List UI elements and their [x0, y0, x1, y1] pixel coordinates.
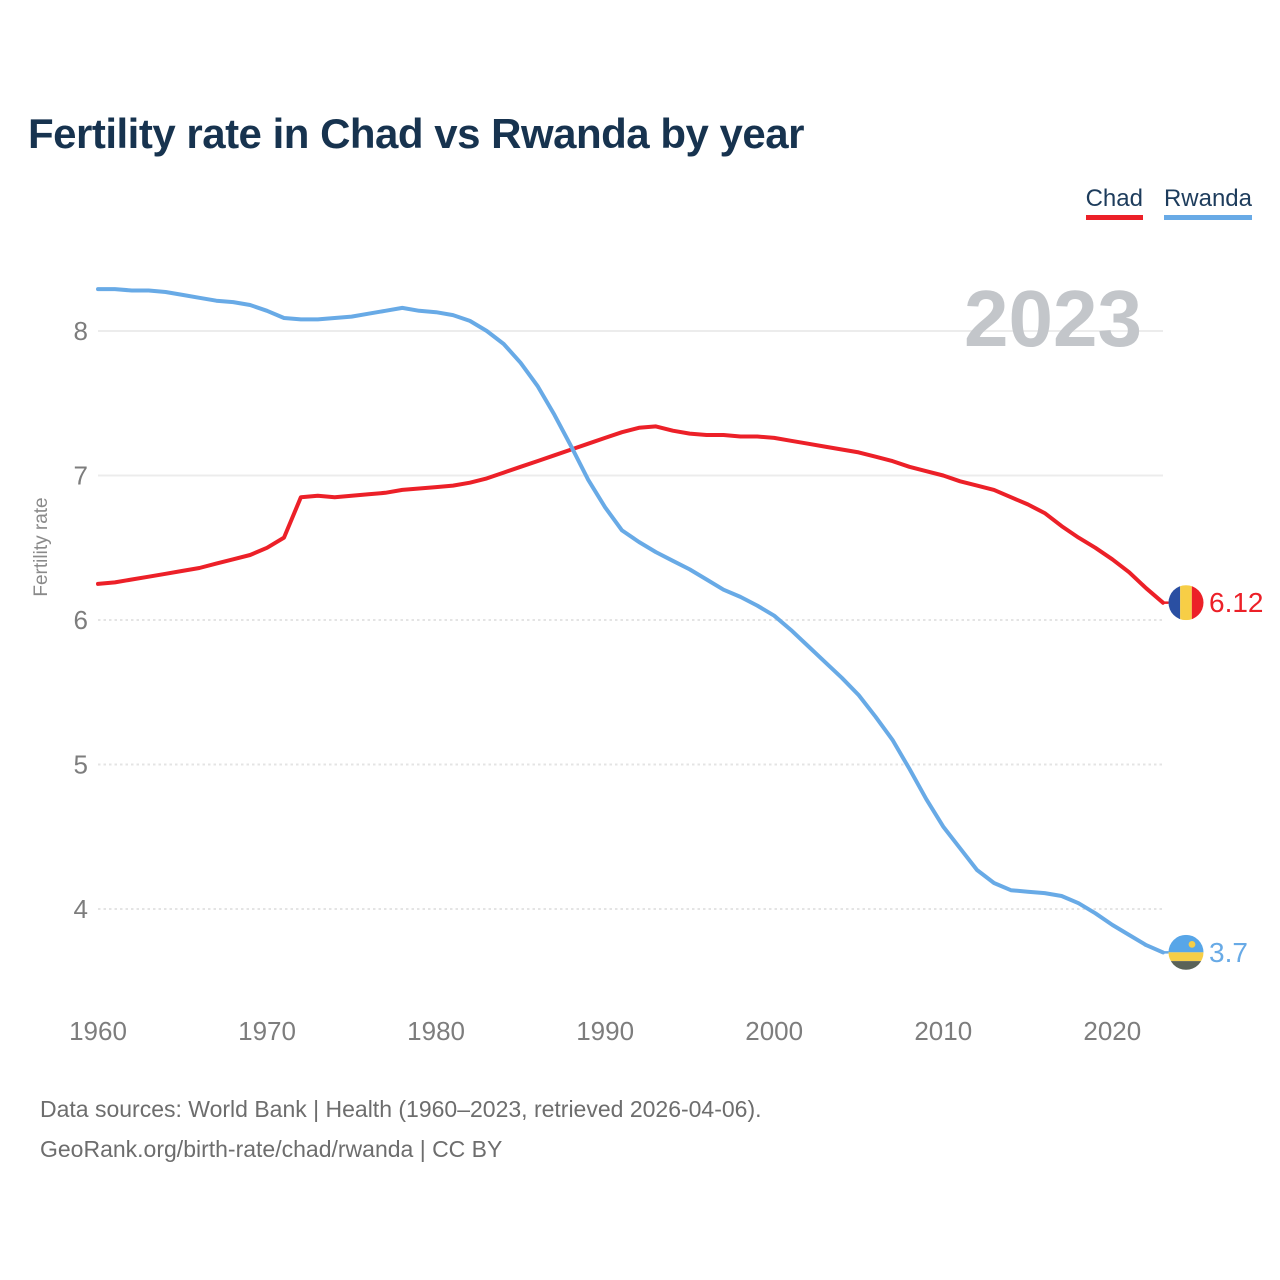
chart-title: Fertility rate in Chad vs Rwanda by year: [28, 110, 804, 157]
legend-label-rwanda: Rwanda: [1163, 185, 1252, 212]
footer: Data sources: World Bank | Health (1960–…: [40, 1089, 762, 1169]
y-axis-tick-label: 8: [74, 316, 88, 346]
x-axis-tick-label: 1970: [238, 1016, 296, 1046]
rwanda-flag-band-1: [1168, 952, 1204, 962]
legend-item-chad[interactable]: Chad: [1085, 185, 1143, 220]
watermark-year: 2023: [964, 274, 1142, 363]
rwanda-flag-band-2: [1168, 961, 1204, 970]
legend-label-chad: Chad: [1085, 185, 1143, 212]
series-line-chad: [96, 424, 1165, 605]
end-value-label-rwanda: 3.7: [1209, 937, 1248, 968]
x-axis-tick-label: 1960: [69, 1016, 127, 1046]
y-axis-tick-label: 4: [74, 894, 88, 924]
legend-item-rwanda[interactable]: Rwanda: [1163, 185, 1252, 220]
x-axis-tick-label: 1980: [407, 1016, 465, 1046]
footer-attribution-line: GeoRank.org/birth-rate/chad/rwanda | CC …: [40, 1136, 503, 1162]
rwanda-flag-band-0: [1168, 934, 1204, 953]
footer-sources-line: Data sources: World Bank | Health (1960–…: [40, 1096, 762, 1122]
y-axis-tick-label: 5: [74, 750, 88, 780]
chad-flag-band-2: [1191, 585, 1204, 621]
x-axis-tick-label: 2010: [914, 1016, 972, 1046]
series-line-rwanda: [96, 287, 1165, 955]
chad-flag-band-1: [1180, 585, 1192, 621]
x-axis-tick-label: 2020: [1083, 1016, 1141, 1046]
y-axis-title: Fertility rate: [31, 497, 52, 596]
x-axis-tick-label: 2000: [745, 1016, 803, 1046]
chad-flag-icon: [1168, 585, 1204, 621]
rwanda-flag-sun: [1188, 940, 1196, 948]
x-axis-tick-label: 1990: [576, 1016, 634, 1046]
rwanda-flag-icon: [1168, 934, 1204, 970]
y-axis-tick-label: 6: [74, 605, 88, 635]
legend: Chad Rwanda: [1085, 185, 1252, 220]
chad-flag-band-0: [1168, 585, 1181, 621]
end-value-label-chad: 6.12: [1209, 587, 1264, 618]
y-axis-tick-label: 7: [74, 461, 88, 491]
